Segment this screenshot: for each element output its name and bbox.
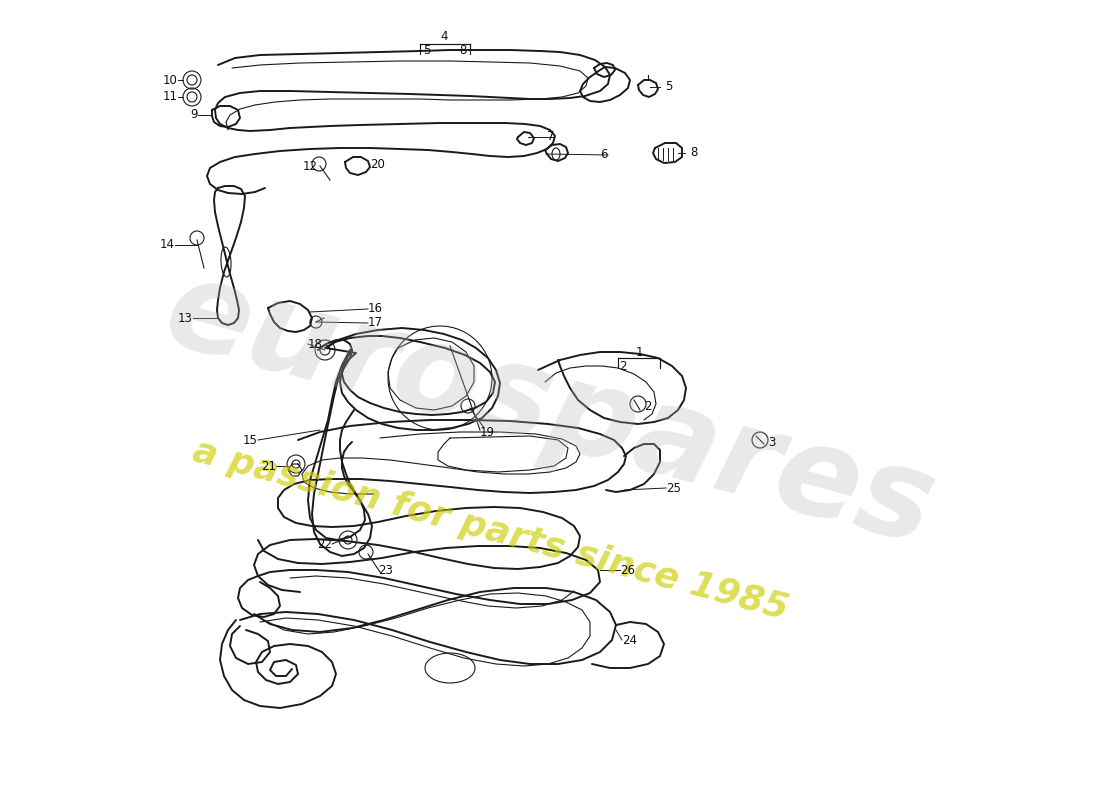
Text: 17: 17 <box>368 317 383 330</box>
Text: 2: 2 <box>644 399 651 413</box>
Text: 4: 4 <box>440 30 448 43</box>
Text: 3: 3 <box>768 435 776 449</box>
Text: 24: 24 <box>621 634 637 646</box>
Text: 6: 6 <box>601 149 608 162</box>
Text: 19: 19 <box>480 426 495 438</box>
Text: 26: 26 <box>620 563 635 577</box>
Text: 5: 5 <box>666 81 672 94</box>
Text: 22: 22 <box>317 538 332 550</box>
Text: 14: 14 <box>160 238 175 251</box>
Text: 20: 20 <box>370 158 385 170</box>
Text: 15: 15 <box>243 434 258 446</box>
Text: 13: 13 <box>178 311 192 325</box>
Text: 16: 16 <box>368 302 383 315</box>
Text: 18: 18 <box>308 338 323 350</box>
Text: 21: 21 <box>261 459 276 473</box>
Text: 23: 23 <box>378 563 393 577</box>
Text: a passion for parts since 1985: a passion for parts since 1985 <box>188 434 792 626</box>
Text: 8: 8 <box>460 45 466 58</box>
Text: 11: 11 <box>163 90 178 103</box>
Text: eurospares: eurospares <box>153 250 947 570</box>
Text: 12: 12 <box>302 159 318 173</box>
Text: 25: 25 <box>666 482 681 494</box>
Text: 5: 5 <box>424 45 431 58</box>
Text: 10: 10 <box>163 74 178 86</box>
Text: 1: 1 <box>636 346 642 358</box>
Text: 8: 8 <box>690 146 697 159</box>
Text: 2: 2 <box>619 359 627 373</box>
Text: 9: 9 <box>190 109 198 122</box>
Text: 7: 7 <box>547 130 554 143</box>
